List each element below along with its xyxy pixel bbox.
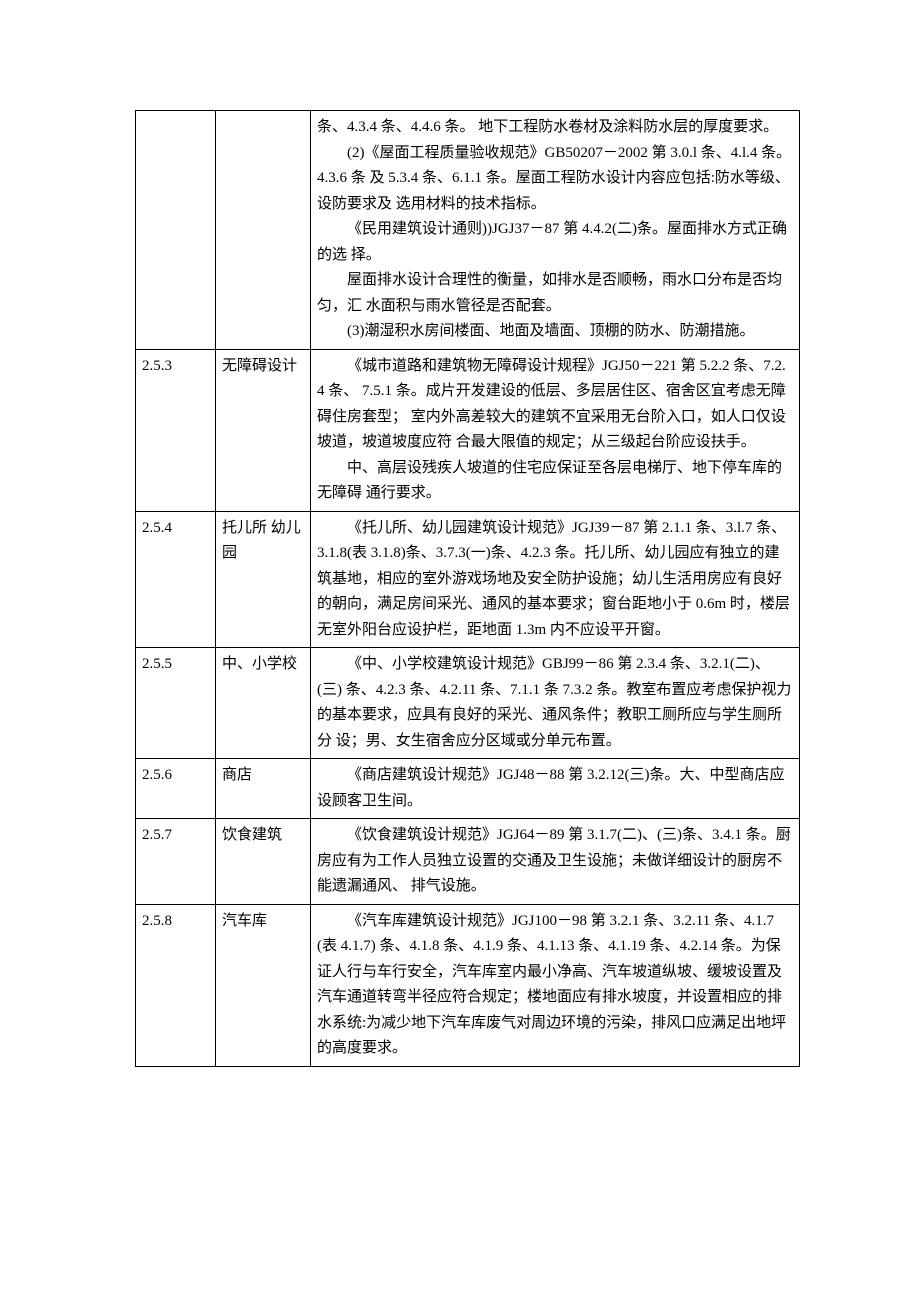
row-id: 2.5.6 xyxy=(136,759,216,819)
content-paragraph: (2)《屋面工程质量验收规范》GB50207－2002 第 3.0.l 条、4.… xyxy=(317,141,793,218)
table-row: 条、4.3.4 条、4.4.6 条。 地下工程防水卷材及涂料防水层的厚度要求。(… xyxy=(136,111,800,350)
content-paragraph: 《托儿所、幼儿园建筑设计规范》JGJ39－87 第 2.1.1 条、3.l.7 … xyxy=(317,516,793,644)
row-title: 托儿所 幼儿园 xyxy=(216,511,311,648)
content-paragraph: 《商店建筑设计规范》JGJ48－88 第 3.2.12(三)条。大、中型商店应设… xyxy=(317,763,793,814)
row-id: 2.5.8 xyxy=(136,904,216,1066)
content-paragraph: 《饮食建筑设计规范》JGJ64－89 第 3.1.7(二)、(三)条、3.4.1… xyxy=(317,823,793,900)
table-row: 2.5.3无障碍设计《城市道路和建筑物无障碍设计规程》JGJ50－221 第 5… xyxy=(136,349,800,511)
row-title: 汽车库 xyxy=(216,904,311,1066)
row-title: 饮食建筑 xyxy=(216,819,311,905)
row-id: 2.5.7 xyxy=(136,819,216,905)
content-paragraph: 屋面排水设计合理性的衡量，如排水是否顺畅，雨水口分布是否均匀，汇 水面积与雨水管… xyxy=(317,268,793,319)
content-paragraph: 《汽车库建筑设计规范》JGJ100－98 第 3.2.1 条、3.2.11 条、… xyxy=(317,909,793,1062)
row-content: 《城市道路和建筑物无障碍设计规程》JGJ50－221 第 5.2.2 条、7.2… xyxy=(311,349,800,511)
row-id xyxy=(136,111,216,350)
row-title: 无障碍设计 xyxy=(216,349,311,511)
table-row: 2.5.4托儿所 幼儿园《托儿所、幼儿园建筑设计规范》JGJ39－87 第 2.… xyxy=(136,511,800,648)
row-content: 《饮食建筑设计规范》JGJ64－89 第 3.1.7(二)、(三)条、3.4.1… xyxy=(311,819,800,905)
content-paragraph: 中、高层设残疾人坡道的住宅应保证至各层电梯厅、地下停车库的无障碍 通行要求。 xyxy=(317,456,793,507)
row-content: 《托儿所、幼儿园建筑设计规范》JGJ39－87 第 2.1.1 条、3.l.7 … xyxy=(311,511,800,648)
document-page: 条、4.3.4 条、4.4.6 条。 地下工程防水卷材及涂料防水层的厚度要求。(… xyxy=(0,0,920,1127)
row-id: 2.5.5 xyxy=(136,648,216,759)
row-title: 中、小学校 xyxy=(216,648,311,759)
table-row: 2.5.6商店《商店建筑设计规范》JGJ48－88 第 3.2.12(三)条。大… xyxy=(136,759,800,819)
row-title xyxy=(216,111,311,350)
content-paragraph: (3)潮湿积水房间楼面、地面及墙面、顶棚的防水、防潮措施。 xyxy=(317,319,793,345)
table-row: 2.5.8汽车库《汽车库建筑设计规范》JGJ100－98 第 3.2.1 条、3… xyxy=(136,904,800,1066)
content-paragraph: 条、4.3.4 条、4.4.6 条。 地下工程防水卷材及涂料防水层的厚度要求。 xyxy=(317,115,793,141)
spec-table: 条、4.3.4 条、4.4.6 条。 地下工程防水卷材及涂料防水层的厚度要求。(… xyxy=(135,110,800,1067)
row-id: 2.5.4 xyxy=(136,511,216,648)
row-content: 《汽车库建筑设计规范》JGJ100－98 第 3.2.1 条、3.2.11 条、… xyxy=(311,904,800,1066)
row-content: 条、4.3.4 条、4.4.6 条。 地下工程防水卷材及涂料防水层的厚度要求。(… xyxy=(311,111,800,350)
row-content: 《中、小学校建筑设计规范》GBJ99－86 第 2.3.4 条、3.2.1(二)… xyxy=(311,648,800,759)
row-content: 《商店建筑设计规范》JGJ48－88 第 3.2.12(三)条。大、中型商店应设… xyxy=(311,759,800,819)
table-row: 2.5.5中、小学校《中、小学校建筑设计规范》GBJ99－86 第 2.3.4 … xyxy=(136,648,800,759)
content-paragraph: 《中、小学校建筑设计规范》GBJ99－86 第 2.3.4 条、3.2.1(二)… xyxy=(317,652,793,754)
row-title: 商店 xyxy=(216,759,311,819)
content-paragraph: 《城市道路和建筑物无障碍设计规程》JGJ50－221 第 5.2.2 条、7.2… xyxy=(317,354,793,456)
table-row: 2.5.7饮食建筑《饮食建筑设计规范》JGJ64－89 第 3.1.7(二)、(… xyxy=(136,819,800,905)
content-paragraph: 《民用建筑设计通则))JGJ37－87 第 4.4.2(二)条。屋面排水方式正确… xyxy=(317,217,793,268)
row-id: 2.5.3 xyxy=(136,349,216,511)
